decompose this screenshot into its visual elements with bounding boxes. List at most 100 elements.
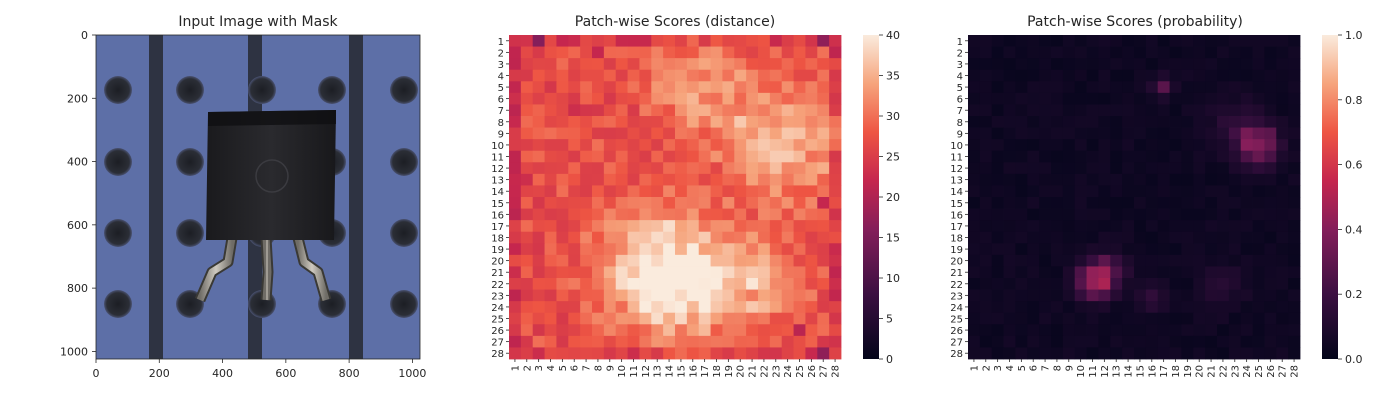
heatmap-cell (1157, 231, 1170, 244)
heatmap-cell (710, 301, 723, 314)
heatmap-cell (1134, 197, 1147, 209)
heatmap-cell (1039, 231, 1052, 244)
heatmap-cell (509, 347, 522, 360)
heatmap-cell (603, 46, 617, 59)
y-tick-label: 1000 (60, 345, 88, 358)
heatmap-cell (793, 220, 806, 233)
heatmap-cell (520, 243, 534, 256)
heatmap-cell (1039, 104, 1052, 117)
heatmap-cell (1134, 81, 1147, 94)
heatmap-cell (734, 220, 747, 233)
heatmap-cell (1003, 139, 1016, 152)
heatmap-cell (1051, 347, 1064, 360)
heatmap-cell (544, 58, 557, 71)
heatmap-cell (734, 266, 747, 279)
heatmap-cell (991, 58, 1004, 71)
heatmap-cell (615, 81, 628, 94)
heatmap-cell (544, 243, 557, 256)
heatmap-cell (781, 127, 794, 140)
heatmap-cell (722, 46, 735, 59)
heatmap-cell (686, 289, 700, 302)
heatmap-cell (1181, 58, 1194, 71)
heatmap-cell (675, 301, 688, 314)
heatmap-cell (1169, 335, 1182, 348)
heatmap-cell (1134, 185, 1147, 198)
heatmap-cell (1276, 289, 1289, 302)
heatmap-cell (1086, 162, 1099, 175)
heatmap-cell (1157, 347, 1170, 360)
heatmap-cell (1015, 104, 1028, 117)
col-tick-label: 2 (981, 365, 992, 371)
heatmap-cell (769, 139, 783, 152)
heatmap-cell (1205, 139, 1218, 152)
heatmap-cell (1039, 208, 1052, 221)
heatmap-cell (1074, 35, 1087, 47)
heatmap-cell (532, 104, 545, 117)
heatmap-cell (686, 185, 700, 198)
heatmap-cell (592, 150, 605, 163)
heatmap-cell (1264, 324, 1277, 337)
heatmap-cell (829, 35, 842, 47)
heatmap-cell (829, 150, 842, 163)
heatmap-cell (568, 324, 581, 337)
heatmap-cell (1288, 116, 1301, 128)
heatmap-cell (520, 254, 534, 267)
heatmap-cell (734, 173, 747, 186)
heatmap-cell (722, 197, 735, 209)
heatmap-cell (1169, 243, 1182, 256)
heatmap-cell (1039, 335, 1052, 348)
heatmap-cell (568, 312, 581, 325)
heatmap-cell (556, 127, 569, 140)
heatmap-cell (746, 231, 759, 244)
heatmap-cell (1276, 35, 1289, 47)
heatmap-cell (1145, 231, 1159, 244)
heatmap-cell (710, 150, 723, 163)
heatmap-cell (627, 162, 640, 175)
heatmap-cell (829, 312, 842, 325)
heatmap-cell (829, 335, 842, 348)
y-tick-label: 400 (67, 156, 88, 169)
heatmap-cell (698, 104, 711, 117)
heatmap-cell (698, 324, 711, 337)
heatmap-cell (509, 150, 522, 163)
heatmap-cell (698, 278, 711, 290)
heatmap-cell (1134, 104, 1147, 117)
heatmap-cell (580, 162, 593, 175)
col-tick-label: 21 (1207, 365, 1218, 378)
heatmap-cell (592, 162, 605, 175)
heatmap-cell (639, 335, 652, 348)
heatmap-cell (722, 139, 735, 152)
heatmap-cell (627, 335, 640, 348)
heatmap-cell (675, 81, 688, 94)
heatmap-cell (829, 289, 842, 302)
heatmap-cell (793, 69, 806, 82)
heatmap-cell (734, 243, 747, 256)
heatmap-cell (509, 92, 522, 105)
heatmap-cell (991, 301, 1004, 314)
heatmap-cell (979, 185, 993, 198)
heatmap-cell (1145, 139, 1159, 152)
heatmap-cell (1074, 116, 1087, 128)
heatmap-cell (817, 104, 830, 117)
col-tick-label: 27 (1278, 365, 1289, 378)
heatmap-cell (968, 127, 981, 140)
heatmap-cell (1181, 162, 1194, 175)
heatmap-cell (1264, 92, 1277, 105)
heatmap-cell (1276, 104, 1289, 117)
heatmap-cell (817, 116, 830, 128)
heatmap-cell (1205, 254, 1218, 267)
heatmap-cell (1181, 69, 1194, 82)
heatmap-cell (758, 208, 771, 221)
heatmap-cell (710, 81, 723, 94)
col-tick-label: 4 (1005, 365, 1016, 371)
heatmap-cell (1134, 35, 1147, 47)
heatmap-cell (1264, 254, 1277, 267)
heatmap-cell (603, 266, 617, 279)
heatmap-cell (1074, 289, 1087, 302)
heatmap-cell (568, 266, 581, 279)
heatmap-cell (698, 116, 711, 128)
heatmap-cell (1228, 289, 1242, 302)
heatmap-cell (698, 197, 711, 209)
heatmap-cell (1240, 81, 1253, 94)
